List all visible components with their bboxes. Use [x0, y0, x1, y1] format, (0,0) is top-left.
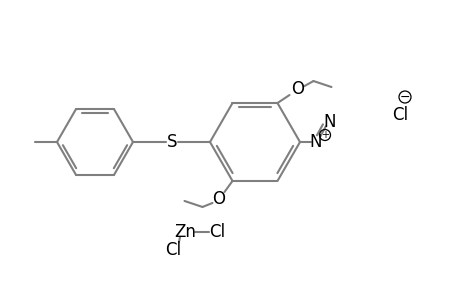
Text: N: N — [309, 133, 322, 151]
Text: Cl: Cl — [165, 241, 181, 259]
Text: N: N — [323, 113, 336, 131]
Text: Cl: Cl — [391, 106, 407, 124]
Text: −: − — [399, 91, 409, 103]
Text: Cl: Cl — [208, 223, 224, 241]
Text: Zn: Zn — [174, 223, 196, 241]
Text: +: + — [320, 130, 328, 140]
Text: O: O — [291, 80, 303, 98]
Text: O: O — [212, 190, 224, 208]
Text: S: S — [166, 133, 177, 151]
